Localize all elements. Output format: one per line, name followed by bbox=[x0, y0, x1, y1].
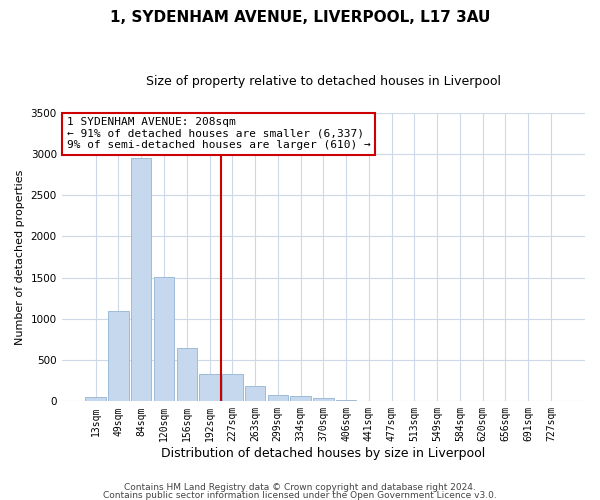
Bar bbox=[336, 400, 356, 402]
Bar bbox=[199, 374, 220, 402]
Bar bbox=[268, 394, 288, 402]
Bar bbox=[131, 158, 151, 402]
Bar bbox=[85, 397, 106, 402]
Bar bbox=[222, 374, 242, 402]
Y-axis label: Number of detached properties: Number of detached properties bbox=[15, 170, 25, 344]
Text: Contains HM Land Registry data © Crown copyright and database right 2024.: Contains HM Land Registry data © Crown c… bbox=[124, 484, 476, 492]
Text: 1 SYDENHAM AVENUE: 208sqm
← 91% of detached houses are smaller (6,337)
9% of sem: 1 SYDENHAM AVENUE: 208sqm ← 91% of detac… bbox=[67, 117, 371, 150]
X-axis label: Distribution of detached houses by size in Liverpool: Distribution of detached houses by size … bbox=[161, 447, 485, 460]
Bar bbox=[154, 277, 174, 402]
Bar bbox=[313, 398, 334, 402]
Text: Contains public sector information licensed under the Open Government Licence v3: Contains public sector information licen… bbox=[103, 490, 497, 500]
Bar bbox=[290, 396, 311, 402]
Title: Size of property relative to detached houses in Liverpool: Size of property relative to detached ho… bbox=[146, 75, 501, 88]
Bar bbox=[108, 310, 129, 402]
Text: 1, SYDENHAM AVENUE, LIVERPOOL, L17 3AU: 1, SYDENHAM AVENUE, LIVERPOOL, L17 3AU bbox=[110, 10, 490, 25]
Bar bbox=[245, 386, 265, 402]
Bar bbox=[176, 348, 197, 402]
Bar bbox=[359, 400, 379, 402]
